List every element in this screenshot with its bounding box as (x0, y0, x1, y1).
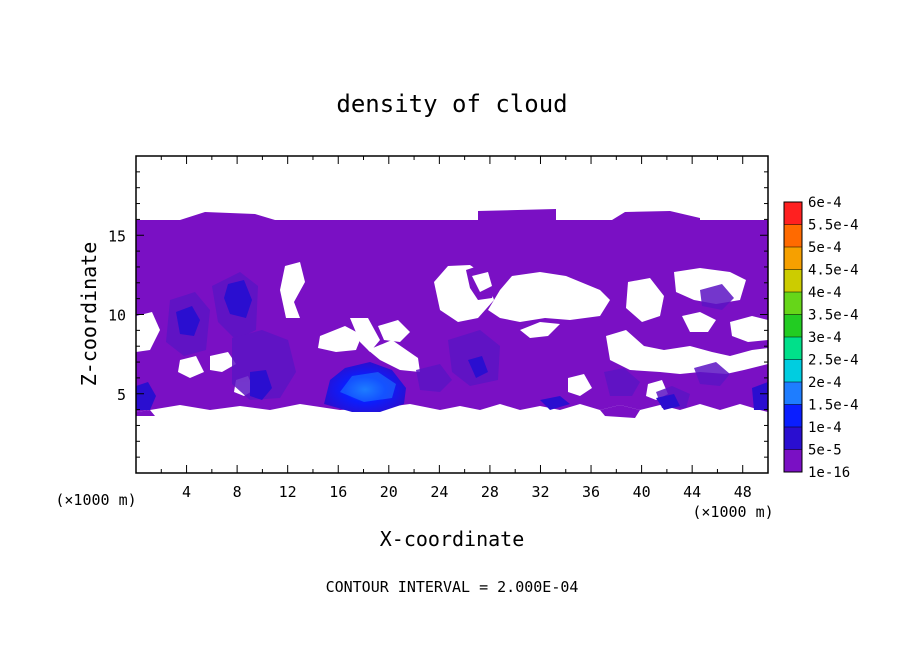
cloud-cores-level-5e-5 (136, 280, 768, 410)
colorbar-swatch (784, 292, 802, 315)
colorbar-label: 2e-4 (808, 375, 842, 391)
x-tick-label: 16 (329, 483, 347, 501)
colorbar-label: 4.5e-4 (808, 263, 859, 279)
y-axis-label: Z-coordinate (77, 242, 101, 387)
colorbar-label: 5.5e-4 (808, 218, 859, 234)
colorbar-label: 3e-4 (808, 330, 842, 346)
colorbar-label: 5e-4 (808, 240, 842, 256)
colorbar-swatch (784, 337, 802, 360)
cloud-lower-fragment-a (136, 410, 155, 416)
x-tick-label: 4 (182, 483, 191, 501)
x-tick-label: 28 (481, 483, 499, 501)
colorbar-swatch (784, 269, 802, 292)
x-unit-right: (×1000 m) (692, 503, 773, 521)
colorbar-swatch (784, 427, 802, 450)
cloud-top-bump-36 (612, 211, 700, 220)
y-axis-ticks: 5 10 15 (108, 171, 768, 458)
x-axis-ticks: 4 8 12 16 20 24 28 32 36 40 44 48 (160, 156, 752, 501)
x-tick-label: 44 (683, 483, 701, 501)
colorbar-swatch (784, 202, 802, 225)
plot-area (136, 156, 768, 473)
colorbar: 1e-16 5e-5 1e-4 1.5e-4 2e-4 2.5e-4 3e-4 3.5e-4 4… (783, 195, 859, 481)
clear-air-gaps (136, 262, 768, 400)
colorbar-swatch (784, 404, 802, 427)
x-tick-label: 48 (734, 483, 752, 501)
colorbar-label: 6e-4 (808, 195, 842, 211)
x-tick-label: 12 (279, 483, 297, 501)
colorbar-swatch (784, 359, 802, 382)
colorbar-label: 3.5e-4 (808, 308, 859, 324)
colorbar-label: 1.5e-4 (808, 398, 859, 414)
contour-interval: CONTOUR INTERVAL = 2.000E-04 (326, 578, 579, 596)
cloud-core-main-inner (340, 372, 396, 402)
colorbar-swatch (784, 247, 802, 270)
cloud-top-bump-28 (478, 209, 556, 220)
colorbar-label: 1e-4 (808, 420, 842, 436)
x-tick-label: 36 (582, 483, 600, 501)
colorbar-swatch (784, 382, 802, 405)
x-tick-label: 32 (531, 483, 549, 501)
cloud-lower-fragment-b (600, 405, 640, 418)
colorbar-swatch (784, 314, 802, 337)
y-tick-label: 5 (117, 386, 126, 404)
x-unit-left: (×1000 m) (55, 491, 136, 509)
colorbar-label: 1e-16 (808, 465, 850, 481)
cloud-top-bump-8 (180, 212, 275, 220)
colorbar-label: 5e-5 (808, 443, 842, 459)
colorbar-label: 4e-4 (808, 285, 842, 301)
x-tick-label: 8 (233, 483, 242, 501)
y-tick-label: 10 (108, 307, 126, 325)
colorbar-swatch (784, 449, 802, 472)
colorbar-swatch (784, 224, 802, 247)
x-tick-label: 40 (633, 483, 651, 501)
chart-title: density of cloud (336, 90, 567, 118)
x-tick-label: 24 (430, 483, 448, 501)
x-tick-label: 20 (380, 483, 398, 501)
colorbar-label: 2.5e-4 (808, 353, 859, 369)
y-tick-label: 15 (108, 227, 126, 245)
x-axis-label: X-coordinate (380, 527, 525, 551)
